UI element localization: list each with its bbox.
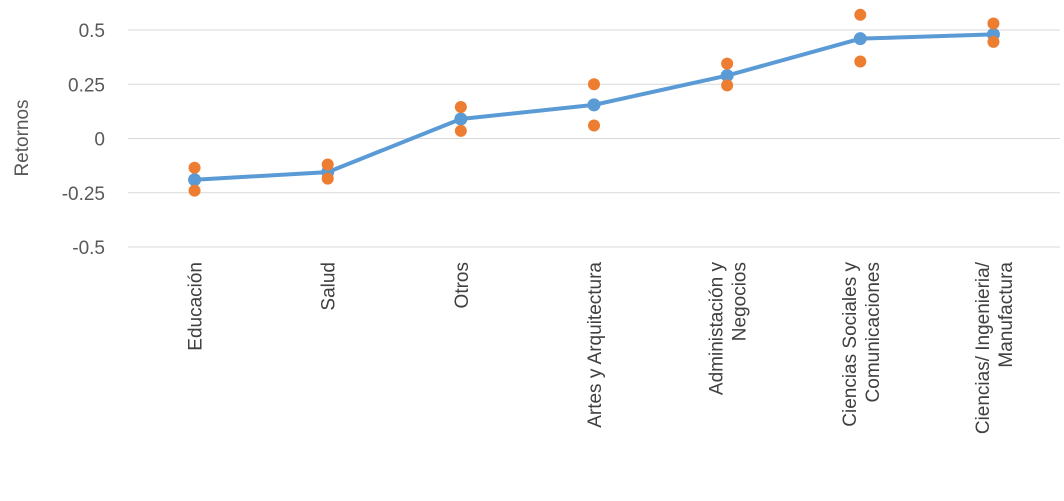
point-upper: [987, 17, 1000, 30]
x-tick-label-line: Negocios: [730, 262, 751, 341]
x-tick-label-line: Artes y Arquitectura: [585, 262, 606, 428]
point-lower: [588, 119, 600, 132]
x-tick-label-line: Salud: [319, 262, 340, 311]
point-upper: [721, 57, 734, 70]
x-axis-labels: Educación Salud Otros Artes y Arquitectura A…: [186, 261, 1017, 434]
point-lower: [987, 35, 1000, 48]
point-lower: [321, 172, 334, 185]
y-tick-label: 0: [94, 130, 105, 151]
x-tick-label: Administación y Negocios: [707, 262, 751, 396]
point-lower: [721, 79, 734, 92]
point-estimate: [853, 32, 867, 46]
point-estimate: [587, 98, 601, 112]
x-tick-label-line: Ciencias/ Ingenieria/: [973, 261, 994, 434]
point-upper: [188, 161, 201, 174]
point-upper: [854, 8, 867, 21]
x-tick-label: Otros: [452, 262, 473, 308]
y-tick-label: -0.5: [72, 238, 105, 259]
x-tick-label-line: Administación y: [707, 262, 728, 396]
y-axis-ticks: 0.5 0.25 0 -0.25 -0.5: [62, 21, 105, 259]
x-tick-label: Educación: [186, 262, 207, 351]
y-tick-label: -0.25: [62, 184, 105, 205]
x-tick-label-line: Manufactura: [996, 262, 1017, 368]
gridlines: [128, 29, 1060, 248]
x-tick-label: Salud: [319, 262, 340, 311]
point-lower: [854, 55, 867, 68]
point-estimate: [188, 173, 202, 187]
x-tick-label-line: Otros: [452, 262, 473, 308]
point-estimate: [454, 112, 468, 126]
point-upper: [588, 78, 600, 91]
y-tick-label: 0.25: [68, 75, 105, 96]
point-upper: [454, 101, 467, 114]
x-tick-label: Ciencias Sociales y Comunicaciones: [840, 262, 884, 427]
x-tick-label-line: Educación: [186, 262, 207, 351]
point-lower: [454, 124, 467, 137]
y-tick-label: 0.5: [79, 21, 105, 42]
series-layer: [188, 8, 1000, 197]
point-upper: [321, 158, 334, 171]
point-estimate: [720, 69, 734, 83]
x-tick-label-line: Comunicaciones: [863, 262, 884, 402]
x-tick-label-line: Ciencias Sociales y: [840, 262, 861, 427]
x-tick-label: Artes y Arquitectura: [585, 262, 606, 428]
y-axis-title: Retornos: [12, 99, 33, 176]
x-tick-label: Ciencias/ Ingenieria/Manufactura: [973, 261, 1017, 434]
point-lower: [188, 184, 201, 197]
